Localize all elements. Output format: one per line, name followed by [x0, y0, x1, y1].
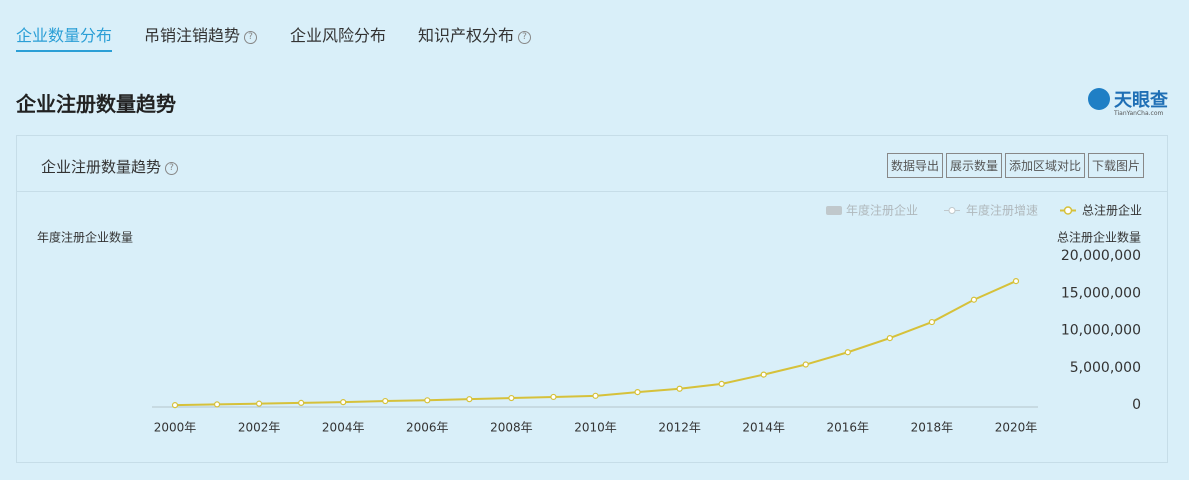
panel: 企业注册数量趋势? 数据导出 展示数量 添加区域对比 下载图片	[16, 135, 1168, 463]
button[interactable]: 下载图片	[1087, 153, 1144, 178]
data-point	[424, 397, 431, 404]
x-tick-label: 2012年	[658, 421, 701, 435]
x-tick-label: 2018年	[911, 421, 954, 435]
data-point	[382, 397, 389, 405]
legend-swatch	[826, 206, 842, 215]
x-tick-label: 2004年	[322, 421, 365, 435]
tab[interactable]: 知识产权分布?	[418, 22, 532, 46]
help-icon[interactable]: ?	[165, 162, 179, 175]
button[interactable]: 添加区域对比	[1004, 153, 1085, 178]
data-point	[844, 349, 851, 356]
data-point	[1012, 277, 1020, 285]
y2-tick-label: 20,000,000	[1061, 248, 1141, 264]
tab-label[interactable]: 吊销注销趋势	[144, 26, 241, 45]
data-point	[676, 385, 683, 392]
x-tick-label: 2008年	[490, 421, 533, 435]
data-point	[171, 402, 179, 409]
x-tick-label: 2006年	[406, 421, 449, 435]
x-tick-label: 2010年	[574, 421, 617, 435]
legend-label: 年度注册增速	[966, 203, 1038, 218]
series-line	[174, 280, 1017, 407]
legend-swatch	[1063, 206, 1073, 215]
tab[interactable]: 企业风险分布	[290, 26, 387, 45]
x-tick-label: 2014年	[742, 421, 785, 435]
data-point	[886, 334, 893, 342]
help-icon[interactable]: ?	[518, 31, 532, 44]
data-point	[928, 318, 936, 326]
data-point	[256, 400, 263, 407]
data-point	[718, 380, 725, 388]
x-tick-label: 2000年	[154, 421, 197, 435]
section-title: 企业注册数量趋势	[16, 92, 176, 116]
y2-tick-label: 0	[1132, 397, 1141, 413]
tab-underline	[16, 50, 112, 52]
data-point	[970, 296, 978, 303]
logo-mark	[1088, 88, 1110, 110]
button-group: 数据导出 展示数量 添加区域对比 下载图片	[884, 153, 1144, 178]
legend-label: 年度注册企业	[846, 203, 918, 218]
tab-label[interactable]: 知识产权分布	[418, 26, 515, 45]
data-point	[802, 361, 809, 368]
panel-header: 企业注册数量趋势? 数据导出 展示数量 添加区域对比 下载图片	[17, 136, 1167, 192]
legend-label: 总注册企业	[1082, 203, 1142, 218]
y2-axis-title: 总注册企业数量	[1057, 230, 1141, 245]
y2-tick-label: 10,000,000	[1061, 323, 1141, 339]
tab[interactable]: 吊销注销趋势?	[144, 22, 258, 46]
legend-swatch	[948, 207, 956, 214]
data-point	[592, 392, 599, 399]
x-tick-label: 2002年	[238, 421, 281, 435]
logo-text: 天眼查	[1114, 90, 1168, 111]
data-point	[213, 401, 221, 408]
button[interactable]: 数据导出	[886, 153, 943, 178]
data-point	[760, 371, 767, 378]
x-tick-label: 2020年	[995, 421, 1038, 435]
button[interactable]: 展示数量	[945, 153, 1002, 178]
help-icon[interactable]: ?	[244, 31, 258, 44]
y-axis-title: 年度注册企业数量	[37, 230, 133, 245]
data-point	[550, 393, 557, 401]
logo-subtitle: TianYanCha.com	[1114, 110, 1164, 117]
data-point	[466, 396, 473, 403]
x-tick-label: 2016年	[827, 421, 870, 435]
panel-title-text: 企业注册数量趋势	[41, 158, 162, 176]
tab[interactable]: 企业数量分布	[16, 26, 113, 45]
y2-tick-label: 5,000,000	[1070, 360, 1141, 376]
panel-title: 企业注册数量趋势?	[41, 156, 179, 177]
logo: 天眼查 TianYanCha.com	[1088, 86, 1168, 117]
y2-tick-label: 15,000,000	[1061, 285, 1141, 301]
data-point	[508, 394, 515, 402]
data-point	[340, 399, 347, 406]
data-point	[298, 399, 305, 407]
data-point	[634, 389, 641, 396]
